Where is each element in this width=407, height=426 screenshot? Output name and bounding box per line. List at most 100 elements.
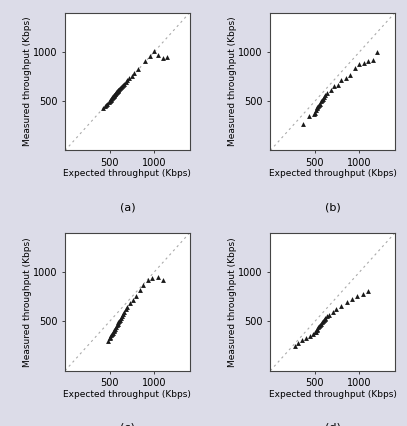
Point	[104, 100, 110, 107]
Point	[146, 53, 153, 60]
Point	[131, 69, 138, 76]
Point	[322, 316, 328, 323]
Point	[112, 90, 119, 97]
Point	[112, 91, 118, 98]
Point	[105, 99, 112, 106]
Text: (b): (b)	[325, 203, 341, 213]
Point	[151, 48, 157, 55]
Y-axis label: Measured throughput (Kbps): Measured throughput (Kbps)	[228, 237, 237, 367]
Point	[120, 81, 127, 87]
Point	[109, 95, 115, 102]
Point	[318, 320, 324, 327]
Point	[110, 93, 116, 100]
Point	[319, 318, 326, 325]
Point	[326, 311, 332, 318]
Point	[117, 317, 123, 323]
Point	[322, 315, 329, 322]
Point	[164, 54, 171, 60]
Point	[338, 76, 345, 83]
Y-axis label: Measured throughput (Kbps): Measured throughput (Kbps)	[23, 237, 32, 367]
Point	[120, 309, 127, 316]
Point	[110, 92, 117, 99]
Point	[300, 121, 306, 128]
Text: (d): (d)	[325, 423, 341, 426]
Point	[338, 302, 345, 309]
Point	[303, 334, 309, 341]
Point	[133, 293, 140, 299]
Point	[108, 332, 115, 339]
Point	[314, 104, 321, 111]
X-axis label: Expected throughput (Kbps): Expected throughput (Kbps)	[269, 390, 396, 399]
Point	[103, 101, 109, 108]
Point	[313, 106, 319, 113]
Point	[107, 96, 114, 103]
Point	[320, 94, 327, 101]
Point	[320, 317, 327, 324]
Point	[118, 83, 125, 90]
Point	[114, 321, 121, 328]
Point	[106, 98, 113, 105]
Point	[111, 328, 117, 334]
Point	[116, 317, 123, 324]
Point	[102, 102, 108, 109]
Point	[124, 77, 131, 83]
Point	[349, 296, 355, 302]
Point	[352, 64, 358, 71]
Text: (a): (a)	[120, 203, 135, 213]
Point	[312, 109, 318, 116]
Point	[135, 66, 141, 72]
Point	[310, 331, 316, 338]
Point	[312, 329, 318, 336]
Point	[114, 322, 120, 329]
Point	[155, 52, 162, 58]
Point	[344, 298, 350, 305]
X-axis label: Expected throughput (Kbps): Expected throughput (Kbps)	[63, 390, 191, 399]
Point	[149, 274, 155, 281]
Point	[319, 97, 325, 104]
Point	[144, 276, 151, 283]
Point	[322, 92, 329, 99]
Point	[319, 95, 326, 102]
Point	[136, 287, 143, 294]
Y-axis label: Measured throughput (Kbps): Measured throughput (Kbps)	[23, 17, 32, 147]
Point	[313, 328, 319, 335]
Point	[107, 333, 114, 340]
Point	[108, 95, 115, 102]
Text: (c): (c)	[120, 423, 135, 426]
Point	[361, 60, 367, 66]
Point	[333, 305, 339, 312]
Point	[319, 319, 325, 326]
Point	[365, 58, 372, 64]
Point	[160, 276, 166, 283]
Point	[331, 83, 338, 89]
Point	[120, 82, 126, 89]
Point	[109, 93, 116, 100]
Point	[356, 61, 363, 68]
Point	[115, 86, 122, 93]
Point	[160, 55, 166, 61]
Point	[369, 57, 376, 63]
Point	[316, 101, 322, 108]
Point	[120, 311, 126, 317]
Point	[315, 324, 322, 331]
Point	[140, 282, 147, 288]
Point	[115, 87, 121, 94]
Point	[324, 313, 330, 320]
Point	[154, 273, 161, 280]
Point	[343, 74, 349, 81]
Point	[117, 85, 123, 92]
Point	[307, 332, 314, 339]
Point	[313, 327, 320, 334]
Point	[111, 326, 118, 333]
Point	[299, 337, 306, 343]
Point	[324, 90, 330, 97]
Point	[305, 112, 312, 119]
Point	[142, 58, 148, 64]
Point	[119, 313, 125, 320]
Point	[118, 315, 125, 322]
Point	[112, 325, 118, 332]
Point	[114, 89, 120, 95]
X-axis label: Expected throughput (Kbps): Expected throughput (Kbps)	[63, 170, 191, 178]
Point	[122, 306, 129, 313]
Point	[318, 98, 324, 105]
